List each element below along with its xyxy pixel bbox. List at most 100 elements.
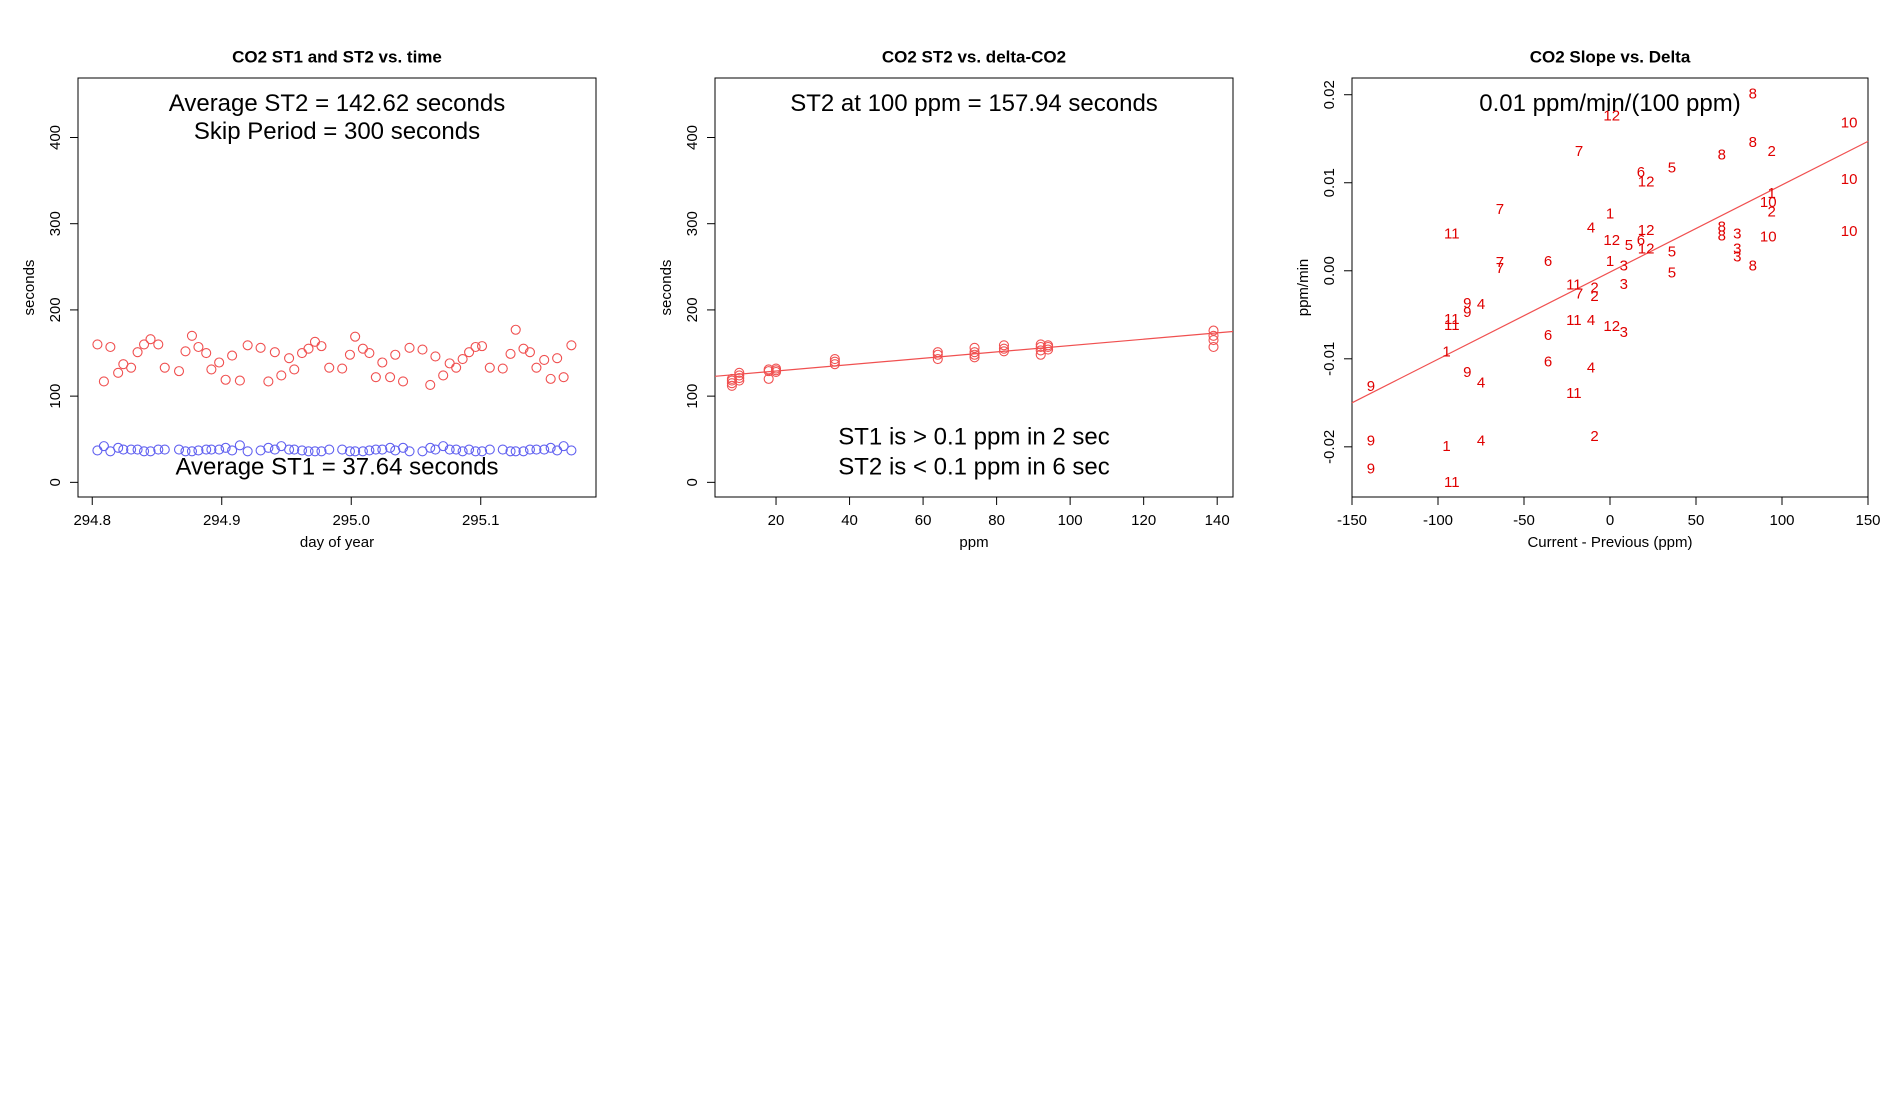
point-label: 7 [1575, 143, 1583, 160]
point [1035, 349, 1046, 360]
point-label: 2 [1768, 143, 1776, 160]
point [539, 444, 550, 455]
point-label: 3 [1620, 276, 1628, 293]
point [397, 376, 409, 387]
point-label: 6 [1637, 164, 1645, 181]
point-label: 12 [1638, 222, 1655, 239]
chart-title: CO2 ST2 vs. delta-CO2 [882, 47, 1066, 66]
x-tick-label: 295.0 [332, 512, 370, 529]
point-label: 8 [1749, 86, 1757, 103]
point [451, 362, 462, 373]
point-label: 10 [1841, 115, 1858, 132]
point [186, 446, 198, 457]
x-axis-label: ppm [959, 534, 988, 551]
x-tick-label: -50 [1513, 512, 1535, 529]
point [153, 339, 164, 350]
point-label: 1 [1606, 253, 1614, 270]
point-label: 3 [1620, 324, 1628, 341]
point-label: 2 [1768, 204, 1776, 221]
point [1035, 341, 1046, 353]
y-tick-label: 0.00 [1321, 256, 1338, 285]
annotation: ST2 is < 0.1 ppm in 6 sec [838, 453, 1109, 480]
point [505, 348, 516, 359]
point [234, 440, 245, 451]
y-tick-label: -0.01 [1321, 342, 1338, 376]
point [510, 446, 521, 457]
point [998, 340, 1010, 351]
point-label: 5 [1668, 243, 1676, 260]
point [145, 334, 156, 345]
point [524, 444, 536, 455]
point [316, 446, 327, 457]
point [92, 339, 103, 350]
point-label: 6 [1544, 353, 1552, 370]
point [145, 446, 156, 457]
x-tick-label: -100 [1423, 512, 1453, 529]
point-label: 9 [1367, 461, 1375, 478]
y-axis-label: seconds [21, 260, 38, 316]
x-tick-label: 0 [1606, 512, 1614, 529]
point-label: 6 [1544, 253, 1552, 270]
point [344, 349, 356, 360]
point-label: 7 [1496, 254, 1504, 271]
point-label: 1 [1768, 185, 1776, 202]
y-tick-label: 400 [684, 125, 701, 150]
point-label: 10 [1760, 194, 1777, 211]
point [220, 374, 231, 385]
point [390, 445, 401, 456]
point [566, 340, 577, 351]
point [242, 340, 253, 351]
point [1043, 344, 1054, 355]
point-label: 4 [1587, 219, 1595, 236]
y-tick-label: -0.02 [1321, 430, 1338, 464]
point [505, 446, 516, 457]
point [201, 444, 212, 455]
point [98, 376, 109, 387]
point [357, 446, 368, 457]
point-label: 1 [1442, 438, 1450, 455]
x-tick-label: 40 [841, 512, 858, 529]
point [385, 442, 396, 453]
point [220, 442, 231, 453]
point-label: 3 [1733, 226, 1741, 243]
point [510, 324, 521, 335]
y-tick-label: 200 [47, 297, 64, 322]
point-label: 7 [1496, 201, 1504, 218]
point [457, 446, 468, 457]
chart-title: CO2 ST1 and ST2 vs. time [232, 47, 442, 66]
point [303, 446, 314, 457]
point [464, 444, 475, 455]
point-label: 4 [1587, 312, 1595, 329]
point-label: 12 [1638, 241, 1655, 258]
point [476, 446, 488, 457]
y-tick-label: 100 [47, 384, 64, 409]
y-tick-label: 0.02 [1321, 80, 1338, 109]
point [539, 354, 550, 365]
point [969, 349, 980, 360]
point [531, 444, 542, 455]
y-tick-label: 200 [684, 297, 701, 322]
point [324, 444, 335, 455]
annotation: ST2 at 100 ppm = 157.94 seconds [790, 90, 1158, 117]
point-label: 7 [1496, 260, 1504, 277]
point [263, 442, 274, 453]
point [770, 363, 782, 374]
y-tick-label: 0 [47, 478, 64, 486]
x-tick-label: 120 [1131, 512, 1156, 529]
point-label: 4 [1477, 433, 1485, 450]
point [734, 370, 745, 381]
point [377, 444, 388, 455]
point-label: 10 [1841, 223, 1858, 240]
point [1208, 341, 1219, 353]
point [763, 364, 774, 375]
annotation: Average ST1 = 37.64 seconds [175, 453, 498, 480]
point [255, 445, 266, 456]
point [417, 344, 428, 355]
point-label: 12 [1603, 108, 1620, 125]
point [734, 367, 745, 378]
annotation: ST1 is > 0.1 ppm in 2 sec [838, 423, 1109, 450]
point [138, 446, 150, 457]
point [193, 445, 204, 456]
point [113, 442, 124, 453]
